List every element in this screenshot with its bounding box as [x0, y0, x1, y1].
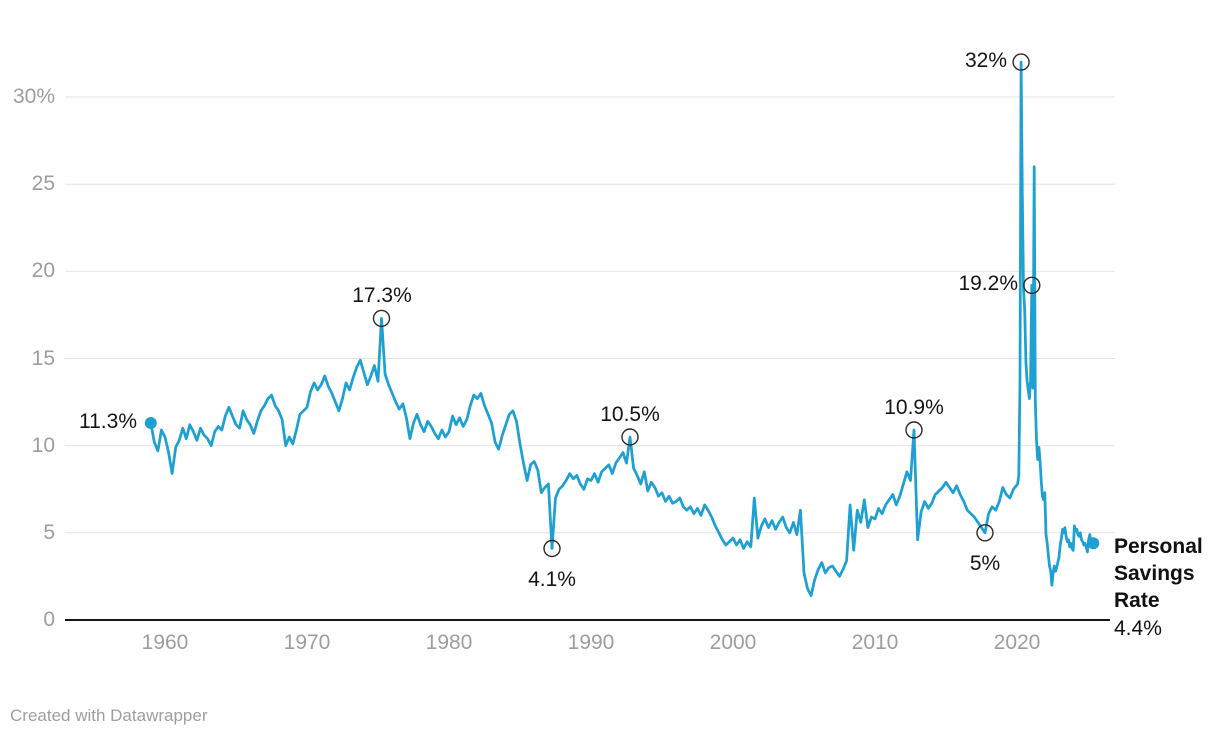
- annotation-circle: [976, 524, 994, 542]
- annotation-circle: [1012, 53, 1030, 71]
- annotation-circle: [543, 539, 561, 558]
- savings-rate-line: [149, 60, 1095, 597]
- series-end-title: Personal Savings Rate: [1114, 535, 1203, 612]
- annotation-circle: [1023, 276, 1041, 294]
- line-endpoint-dot: [1087, 537, 1100, 550]
- series-end-label: Personal Savings Rate 4.4%: [1114, 533, 1220, 642]
- annotation-circle: [905, 421, 923, 439]
- series-end-value: 4.4%: [1114, 617, 1162, 640]
- line-endpoint-dot: [144, 417, 157, 429]
- datawrapper-credit: Created with Datawrapper: [10, 706, 208, 725]
- annotation-circle: [372, 309, 391, 328]
- annotation-circle: [621, 428, 639, 446]
